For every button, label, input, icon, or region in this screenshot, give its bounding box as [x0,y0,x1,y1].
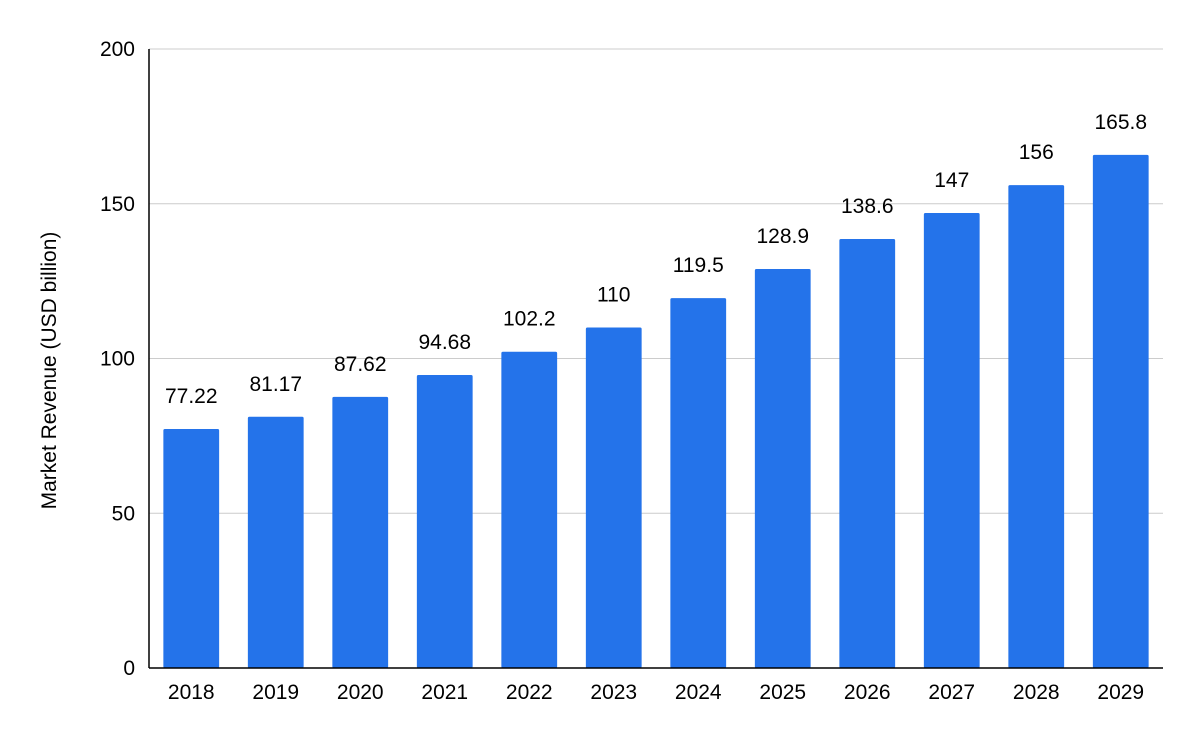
x-tick-labels: 2018 2019 2020 2021 2022 2023 2024 2025 2026 2027… [168,681,1144,704]
x-tick-label: 2025 [759,681,806,704]
data-label: 94.68 [418,331,471,354]
y-tick-label: 50 [112,502,135,525]
data-label: 156 [1019,141,1054,164]
x-tick-label: 2024 [675,681,722,704]
data-label: 147 [934,169,969,192]
x-tick-label: 2018 [168,681,215,704]
x-tick-label: 2022 [506,681,553,704]
bar-2027 [923,213,980,668]
bar-2019 [247,416,304,668]
x-tick-label: 2019 [252,681,299,704]
gridlines [149,48,1163,514]
bar-2024 [670,298,727,668]
x-tick-label: 2029 [1097,681,1144,704]
y-tick-label: 200 [100,38,135,61]
bar-2026 [839,239,896,668]
y-tick-label: 0 [123,657,135,680]
bar-2021 [416,374,473,668]
x-tick-label: 2020 [337,681,384,704]
data-label: 102.2 [503,308,556,331]
bar-2023 [585,327,642,668]
data-label: 87.62 [334,353,387,376]
data-label: 110 [597,284,630,307]
data-label: 138.6 [841,195,894,218]
bars [163,154,1149,668]
y-tick-label: 150 [100,193,135,216]
bar-2022 [501,351,558,668]
x-tick-label: 2028 [1013,681,1060,704]
axes [148,49,1163,669]
data-label: 77.22 [165,385,218,408]
data-label: 165.8 [1094,111,1147,134]
y-axis-title: Market Revenue (USD billion) [38,232,61,510]
bar-2018 [163,429,220,668]
x-tick-label: 2026 [844,681,891,704]
y-tick-label: 100 [100,348,135,371]
x-tick-label: 2027 [928,681,975,704]
data-label: 128.9 [756,225,809,248]
y-tick-labels: 0 50 100 150 200 [100,38,135,680]
bar-2029 [1092,154,1149,668]
bar-2028 [1008,185,1065,668]
bar-2025 [754,269,811,668]
data-label: 81.17 [249,373,302,396]
data-labels: 77.22 81.17 87.62 94.68 102.2 110 119.5 128.9 13… [165,111,1147,408]
data-label: 119.5 [673,254,724,277]
x-tick-label: 2023 [590,681,637,704]
bar-2020 [332,396,389,668]
x-tick-label: 2021 [421,681,468,704]
